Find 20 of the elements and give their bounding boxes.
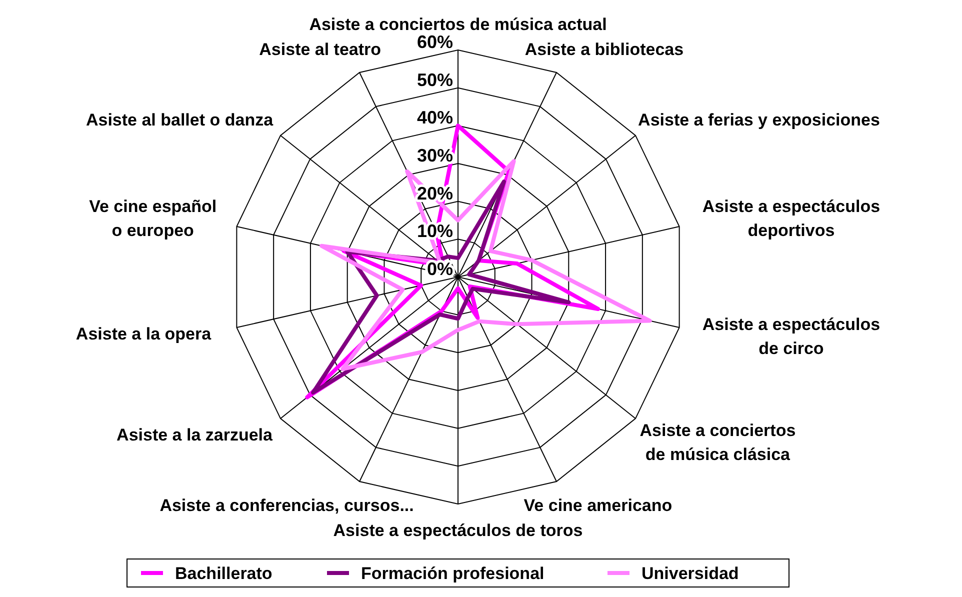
- y-tick-label: 40%: [416, 108, 453, 128]
- legend-label: Bachillerato: [175, 564, 272, 583]
- spoke-label: Asiste a bibliotecas: [524, 40, 684, 60]
- y-tick-label: 60%: [416, 32, 453, 52]
- spoke-label: Asiste a conciertos de música actual: [309, 15, 607, 34]
- spoke-label: Asiste al teatro: [259, 40, 382, 60]
- spoke-label: Asiste al ballet o danza: [86, 110, 274, 130]
- y-tick-label: 50%: [416, 70, 453, 90]
- legend-label: Formación profesional: [361, 564, 544, 583]
- spoke-label: Ve cine español o europeo: [89, 197, 217, 240]
- spoke-label: Asiste a espectáculos de toros: [333, 521, 583, 540]
- spoke-label: Asiste a espectáculos de circo: [702, 314, 880, 358]
- spoke-label: Asiste a conferencias, cursos...: [160, 496, 414, 515]
- spoke-label: Asiste a espectáculos deportivos: [702, 197, 880, 240]
- spoke-label: Asiste a conciertos de música clásica: [640, 421, 796, 464]
- spoke-label: Asiste a ferias y exposiciones: [638, 110, 880, 130]
- spoke-label: Asiste a la zarzuela: [116, 426, 274, 445]
- spoke-label: Asiste a la opera: [76, 324, 212, 344]
- spoke-label: Ve cine americano: [524, 496, 672, 515]
- legend-label: Universidad: [642, 564, 739, 583]
